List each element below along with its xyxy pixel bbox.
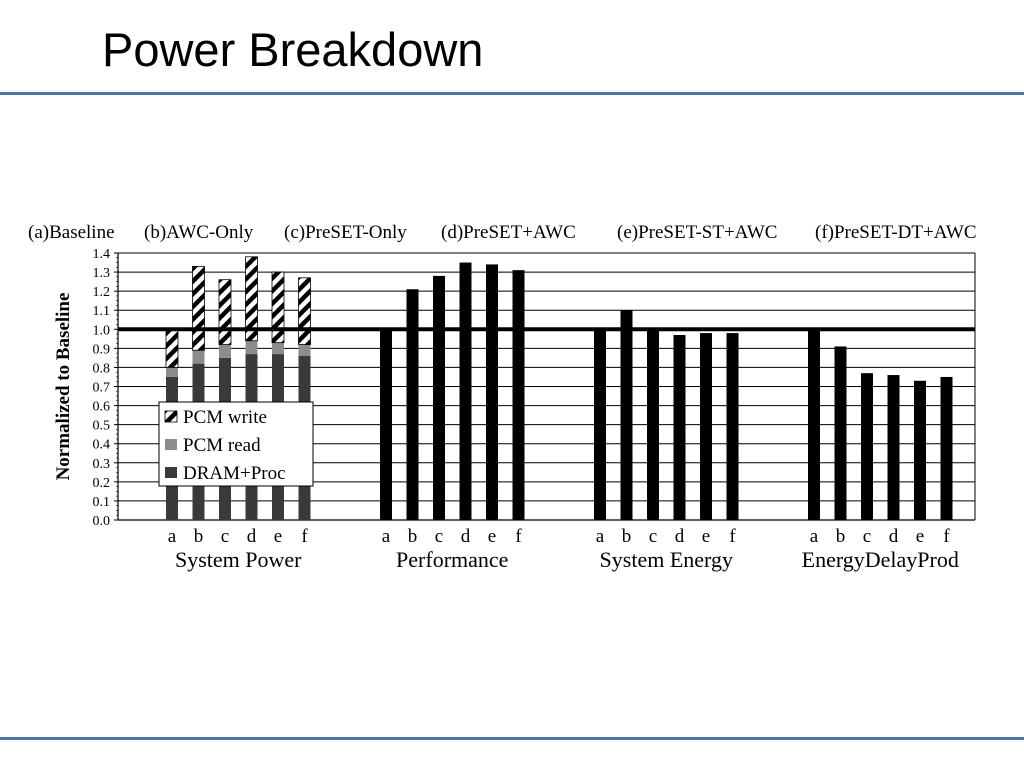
x-tick-label: d xyxy=(461,526,471,547)
y-tick-label: 1.2 xyxy=(93,285,111,300)
bar-pcm-read xyxy=(298,344,311,356)
x-tick-label: b xyxy=(408,526,418,547)
group-label: Performance xyxy=(396,547,508,572)
bar-pcm-write xyxy=(271,271,285,344)
legend-label: DRAM+Proc xyxy=(183,463,286,484)
y-tick-label: 0.4 xyxy=(93,438,111,453)
x-tick-label: e xyxy=(274,526,282,547)
bar xyxy=(861,373,873,520)
x-tick-label: a xyxy=(596,526,605,547)
bar-pcm-write xyxy=(165,328,179,368)
bar xyxy=(834,346,847,520)
legend-box xyxy=(158,401,314,487)
bar xyxy=(620,310,633,520)
y-tick-label: 1.3 xyxy=(93,266,111,281)
y-tick-label: 0.9 xyxy=(93,342,111,357)
x-tick-label: a xyxy=(382,526,391,547)
group-label: System Power xyxy=(175,547,302,572)
bar-pcm-write xyxy=(218,279,232,345)
y-tick-label: 0.1 xyxy=(93,495,111,510)
config-label: (c)PreSET-Only xyxy=(284,222,407,243)
y-tick-label: 0.2 xyxy=(93,476,111,491)
bar-pcm-read xyxy=(166,367,178,377)
y-tick-label: 0.5 xyxy=(93,419,111,434)
bar xyxy=(700,333,712,520)
y-tick-label: 1.1 xyxy=(93,304,111,319)
x-tick-label: f xyxy=(515,526,522,547)
bar-pcm-write xyxy=(245,256,258,342)
x-tick-label: b xyxy=(622,526,632,547)
x-tick-label: f xyxy=(943,526,950,547)
bar xyxy=(512,270,525,520)
bar xyxy=(486,264,498,520)
x-tick-label: c xyxy=(221,526,229,547)
y-tick-label: 0.3 xyxy=(93,457,111,472)
bar xyxy=(673,335,686,520)
x-tick-label: d xyxy=(675,526,685,547)
bar xyxy=(406,289,419,520)
bar xyxy=(459,262,472,520)
config-label: (f)PreSET-DT+AWC xyxy=(815,222,977,243)
bar xyxy=(808,329,820,520)
x-tick-label: a xyxy=(810,526,819,547)
x-tick-label: e xyxy=(916,526,924,547)
bar xyxy=(887,375,900,520)
group-label: System Energy xyxy=(600,547,733,572)
bar xyxy=(940,376,953,520)
y-tick-label: 0.6 xyxy=(93,400,111,415)
title-divider xyxy=(0,92,1024,95)
x-tick-label: c xyxy=(863,526,871,547)
config-label: (d)PreSET+AWC xyxy=(441,222,576,243)
legend-label: PCM write xyxy=(183,407,267,428)
y-axis-title: Normalized to Baseline xyxy=(53,293,74,481)
x-tick-label: b xyxy=(836,526,846,547)
legend-swatch xyxy=(164,410,178,423)
footer-divider xyxy=(0,737,1024,740)
x-tick-label: b xyxy=(194,526,204,547)
config-label: (b)AWC-Only xyxy=(144,222,254,243)
y-tick-label: 1.4 xyxy=(93,247,111,262)
x-tick-label: d xyxy=(889,526,899,547)
x-tick-label: c xyxy=(649,526,657,547)
x-tick-label: a xyxy=(168,526,177,547)
bar xyxy=(647,329,659,520)
bar xyxy=(433,275,445,520)
x-tick-label: f xyxy=(301,526,308,547)
bar xyxy=(594,329,606,520)
legend-label: PCM read xyxy=(183,435,261,456)
x-tick-label: f xyxy=(729,526,736,547)
bar-pcm-read xyxy=(245,340,258,355)
x-tick-label: e xyxy=(702,526,710,547)
y-tick-label: 1.0 xyxy=(93,323,111,338)
config-label: (e)PreSET-ST+AWC xyxy=(617,222,777,243)
bar-pcm-read xyxy=(192,350,205,364)
legend-swatch xyxy=(165,439,177,450)
y-tick-label: 0.7 xyxy=(93,381,111,396)
bar xyxy=(380,329,392,520)
bar-pcm-read xyxy=(272,342,284,355)
x-tick-label: c xyxy=(435,526,443,547)
bar-pcm-read xyxy=(219,344,231,358)
config-label: (a)Baseline xyxy=(28,222,115,243)
legend-swatch xyxy=(165,467,177,478)
y-tick-label: 0.0 xyxy=(93,514,111,529)
x-tick-label: e xyxy=(488,526,496,547)
bar-pcm-write xyxy=(298,277,311,345)
x-tick-label: d xyxy=(247,526,257,547)
bar-pcm-write xyxy=(192,265,205,351)
group-label: EnergyDelayProd xyxy=(802,547,959,572)
y-tick-label: 0.8 xyxy=(93,361,111,376)
bar xyxy=(726,333,739,520)
bar xyxy=(914,380,926,520)
slide-title: Power Breakdown xyxy=(102,23,484,76)
